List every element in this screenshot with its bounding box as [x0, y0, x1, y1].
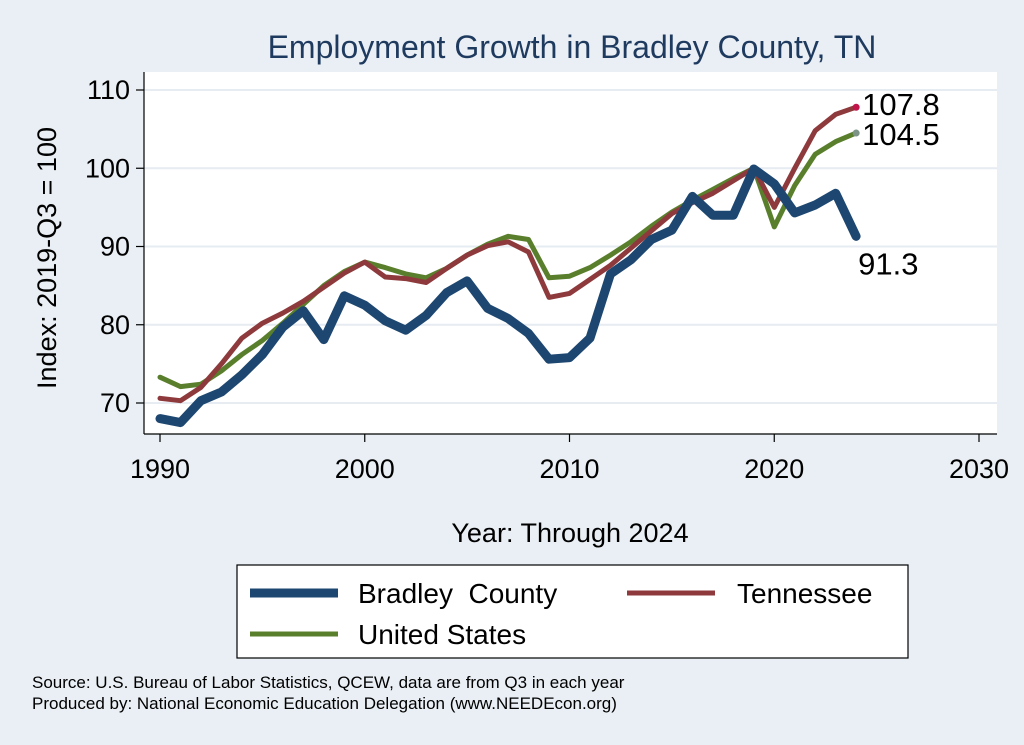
series-line-tennessee	[157, 104, 859, 404]
y-tick-label-110: 110	[87, 75, 130, 105]
end-marker-united-states	[852, 129, 860, 137]
x-axis-ticks: 1990 2000 2010 2020 2030	[130, 434, 1009, 484]
y-axis-label: Index: 2019-Q3 = 100	[32, 127, 62, 389]
end-marker-tennessee	[852, 103, 860, 111]
x-tick-label-2030: 2030	[949, 454, 1009, 484]
y-tick-label-100: 100	[85, 153, 130, 183]
y-tick-label-70: 70	[100, 388, 130, 418]
legend: Bradley County Tennessee United States	[236, 564, 909, 659]
end-label-tennessee: 107.8	[862, 87, 940, 122]
axes	[143, 72, 997, 435]
legend-label-us: United States	[358, 619, 526, 650]
end-label-bradley-county: 91.3	[858, 246, 918, 281]
x-tick-label-1990: 1990	[130, 454, 190, 484]
source-note: Source: U.S. Bureau of Labor Statistics,…	[32, 673, 625, 692]
chart-title: Employment Growth in Bradley County, TN	[268, 29, 877, 65]
legend-label-tennessee: Tennessee	[737, 578, 872, 609]
producer-note: Produced by: National Economic Education…	[32, 694, 617, 713]
legend-box	[236, 564, 909, 659]
series-line-bradley-county	[155, 164, 861, 428]
y-tick-label-90: 90	[100, 232, 130, 262]
y-axis-ticks: 70 80 90 100 110	[85, 75, 144, 418]
series-lines	[155, 104, 861, 428]
x-tick-label-2020: 2020	[744, 454, 804, 484]
legend-label-bradley: Bradley County	[358, 578, 557, 609]
x-tick-label-2000: 2000	[335, 454, 395, 484]
y-tick-label-80: 80	[100, 310, 130, 340]
end-label-united-states: 104.5	[862, 117, 940, 152]
x-tick-label-2010: 2010	[539, 454, 599, 484]
x-axis-label: Year: Through 2024	[451, 518, 688, 548]
